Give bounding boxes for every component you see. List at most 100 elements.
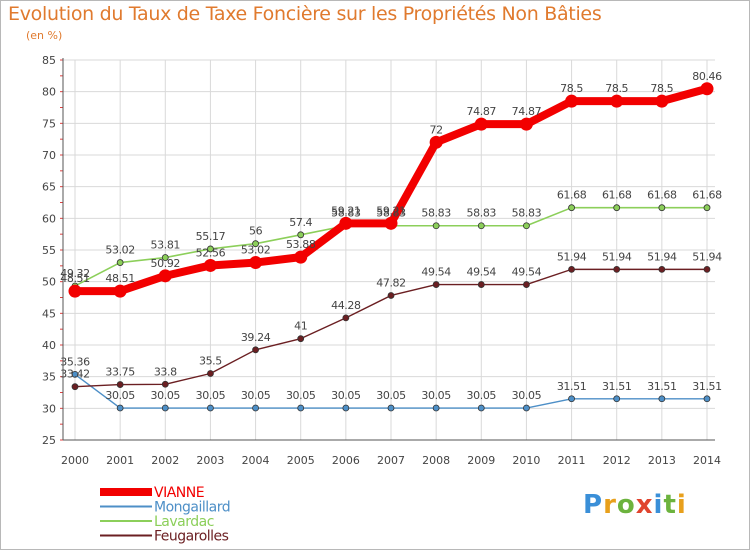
data-label: 78.5 — [650, 82, 673, 95]
data-point-mongaillard — [477, 404, 485, 412]
y-tick-label: 80 — [42, 86, 56, 99]
data-point-mongaillard — [71, 370, 79, 378]
y-axis-unit: (en %) — [26, 29, 63, 42]
x-tick-label: 2005 — [287, 454, 315, 467]
data-point-lavardac — [297, 231, 305, 239]
data-label: 78.5 — [605, 82, 628, 95]
data-point-vianne — [474, 117, 488, 131]
data-point-mongaillard — [252, 404, 259, 412]
legend-label-lavardac: Lavardac — [154, 514, 214, 530]
x-tick-label: 2006 — [332, 454, 360, 467]
data-label: 61.68 — [557, 189, 587, 202]
x-tick-label: 2010 — [512, 454, 540, 467]
y-tick-label: 35 — [42, 371, 56, 384]
data-label: 51.94 — [602, 250, 632, 263]
data-label: 31.51 — [692, 380, 722, 393]
logo-letter: P — [583, 490, 604, 520]
data-point-vianne — [519, 117, 533, 131]
data-point-mongaillard — [523, 404, 530, 412]
data-point-vianne — [113, 284, 127, 298]
data-point-lavardac — [207, 245, 214, 253]
y-tick-label: 30 — [42, 402, 56, 415]
data-point-lavardac — [432, 222, 440, 230]
data-point-vianne — [203, 258, 217, 272]
data-label: 30.05 — [196, 389, 226, 402]
data-label: 49.54 — [467, 266, 497, 279]
data-label: 49.54 — [421, 266, 451, 279]
data-label: 48.51 — [105, 272, 135, 285]
data-label: 33.75 — [105, 366, 135, 379]
data-point-feugarolles — [658, 265, 666, 273]
axes: 25 30 35 40 45 50 55 60 65 70 75 80 85 2000 2001 2002 20… — [42, 54, 721, 467]
data-label: 78.5 — [560, 82, 583, 95]
x-tick-label: 2000 — [61, 454, 89, 467]
data-label: 30.05 — [467, 389, 497, 402]
data-point-vianne — [655, 94, 669, 108]
data-label: 49.32 — [60, 267, 90, 280]
data-label: 30.05 — [151, 389, 181, 402]
data-label: 35.5 — [199, 355, 222, 368]
data-label: 61.68 — [692, 189, 722, 202]
data-label: 58.83 — [421, 207, 451, 220]
y-tick-label: 25 — [42, 434, 56, 447]
x-tick-label: 2009 — [467, 454, 495, 467]
data-label: 33.8 — [154, 365, 177, 378]
data-point-vianne — [384, 216, 398, 230]
data-label: 53.81 — [151, 239, 181, 252]
data-label: 51.94 — [647, 250, 677, 263]
logo-letter: i — [653, 490, 664, 520]
data-label: 33.42 — [60, 368, 90, 381]
data-point-vianne — [68, 284, 82, 298]
data-point-mongaillard — [161, 404, 169, 412]
data-point-lavardac — [658, 204, 666, 212]
x-tick-label: 2001 — [106, 454, 134, 467]
data-label: 30.05 — [286, 389, 316, 402]
data-point-lavardac — [613, 204, 621, 212]
chart-title: Evolution du Taux de Taxe Foncière sur l… — [8, 3, 602, 25]
data-point-feugarolles — [297, 335, 305, 343]
data-point-mongaillard — [658, 395, 666, 403]
x-tick-label: 2008 — [422, 454, 450, 467]
data-label: 53.02 — [241, 244, 271, 257]
data-label: 72 — [430, 123, 443, 136]
data-point-lavardac — [568, 204, 575, 212]
data-point-mongaillard — [207, 404, 214, 412]
data-label: 30.05 — [241, 389, 271, 402]
data-label: 49.54 — [512, 266, 542, 279]
data-point-mongaillard — [568, 395, 575, 403]
logo-letter: r — [603, 490, 617, 520]
data-label: 30.05 — [512, 389, 542, 402]
data-label: 74.87 — [467, 105, 497, 118]
data-label: 57.4 — [289, 216, 312, 229]
data-label: 50.92 — [151, 257, 181, 270]
data-point-vianne — [429, 135, 443, 149]
data-point-mongaillard — [613, 395, 621, 403]
data-point-mongaillard — [342, 404, 350, 412]
y-tick-label: 55 — [42, 244, 56, 257]
x-tick-label: 2014 — [693, 454, 721, 467]
x-tick-label: 2011 — [558, 454, 586, 467]
data-label: 31.51 — [647, 380, 677, 393]
logo-letter: x — [635, 490, 654, 520]
data-label: 59.21 — [331, 204, 361, 217]
data-point-feugarolles — [116, 381, 124, 388]
data-label: 30.05 — [376, 389, 406, 402]
x-tick-label: 2007 — [377, 454, 405, 467]
data-label: 59.21 — [376, 204, 406, 217]
data-point-feugarolles — [703, 265, 711, 273]
data-point-mongaillard — [387, 404, 395, 412]
data-point-vianne — [610, 94, 624, 108]
logo-letter: i — [676, 490, 687, 520]
data-point-feugarolles — [161, 380, 169, 388]
data-point-mongaillard — [116, 404, 124, 412]
data-label: 58.83 — [376, 207, 406, 220]
data-point-vianne — [700, 82, 714, 96]
data-label: 48.51 — [60, 272, 90, 285]
data-point-mongaillard — [703, 395, 711, 403]
data-label: 30.05 — [105, 389, 135, 402]
data-label: 30.05 — [421, 389, 451, 402]
data-point-feugarolles — [523, 281, 530, 288]
legend-label-mongaillard: Mongaillard — [154, 500, 230, 516]
